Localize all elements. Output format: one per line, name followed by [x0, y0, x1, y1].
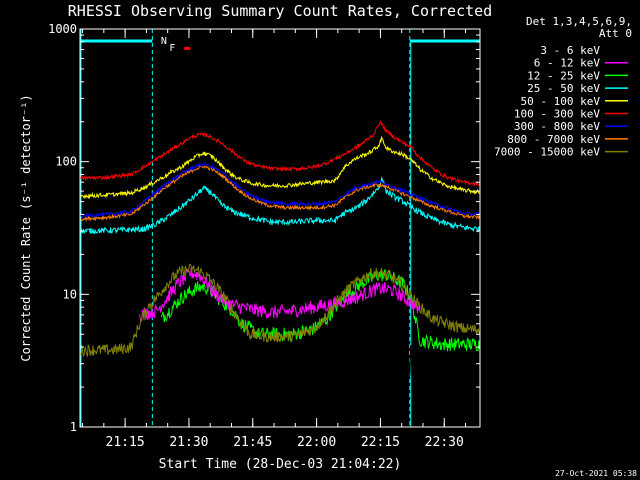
plot-layer: NF [79, 29, 481, 428]
series-line-7 [79, 165, 481, 223]
legend-label-0: 3 - 6 keV [540, 44, 600, 57]
series-line-6 [80, 161, 481, 219]
series-line-4 [79, 135, 480, 200]
y-tick-label: 1 [70, 420, 77, 434]
y-axis-label: Corrected Count Rate (s⁻¹ detector⁻¹) [19, 94, 33, 361]
series-line-0 [160, 241, 423, 428]
y-tick-label: 10 [63, 287, 77, 301]
x-tick-label: 21:30 [169, 435, 208, 450]
series-line-3 [79, 176, 481, 235]
legend-label-8: 7000 - 15000 keV [494, 146, 600, 159]
legend-label-1: 6 - 12 keV [534, 57, 601, 70]
legend-label-4: 50 - 100 keV [521, 95, 601, 108]
legend-label-6: 300 - 800 keV [514, 120, 600, 133]
flag-annotation-n: N [161, 36, 167, 47]
axis-layer: 1 10 100 1000 21:15 21:30 21:45 22:00 22:15 22:30 [48, 22, 481, 450]
x-tick-label: 21:15 [106, 435, 145, 450]
flare-flag-mark [184, 47, 191, 50]
y-tick-label: 100 [55, 155, 77, 169]
x-tick-label: 22:30 [425, 435, 464, 450]
legend-label-2: 12 - 25 keV [527, 69, 600, 82]
legend-detectors: Det 1,3,4,5,6,9, [526, 15, 632, 28]
footer-timestamp: 27-Oct-2021 05:38 [555, 469, 637, 478]
x-tick-label: 21:45 [233, 435, 272, 450]
legend-label-7: 800 - 7000 keV [507, 133, 600, 146]
legend-attenuator: Att 0 [599, 27, 632, 40]
x-tick-label: 22:00 [297, 435, 336, 450]
plot-frame [79, 28, 481, 428]
flag-annotation-f: F [169, 43, 175, 54]
legend-label-3: 25 - 50 keV [527, 82, 600, 95]
chart-title: RHESSI Observing Summary Count Rates, Co… [68, 2, 492, 20]
series-line-8 [79, 263, 481, 358]
y-tick-label: 1000 [48, 22, 77, 36]
x-tick-label: 22:15 [361, 435, 400, 450]
x-axis-label: Start Time (28-Dec-03 21:04:22) [159, 457, 402, 472]
series-line-5 [79, 120, 481, 187]
legend-label-5: 100 - 300 keV [514, 108, 600, 121]
